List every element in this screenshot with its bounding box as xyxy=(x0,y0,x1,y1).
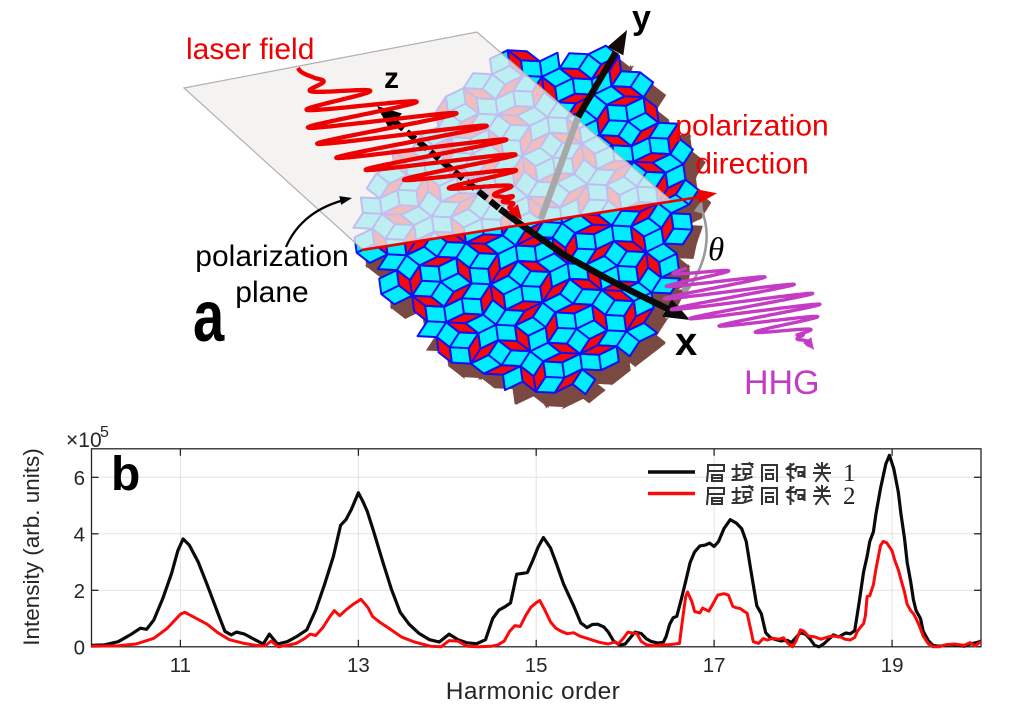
svg-text:13: 13 xyxy=(347,654,370,677)
svg-text:×10: ×10 xyxy=(66,429,102,452)
svg-text:2: 2 xyxy=(74,580,85,603)
svg-text:4: 4 xyxy=(74,523,85,546)
svg-text:5: 5 xyxy=(100,424,109,441)
svg-text:laser field: laser field xyxy=(186,33,314,66)
svg-text:Harmonic order: Harmonic order xyxy=(446,678,620,705)
svg-text:6: 6 xyxy=(74,467,85,490)
svg-text:y: y xyxy=(632,0,651,37)
svg-text:15: 15 xyxy=(525,654,548,677)
svg-text:11: 11 xyxy=(170,654,191,677)
svg-text:a: a xyxy=(193,276,225,356)
svg-text:Intensity (arb. units): Intensity (arb. units) xyxy=(19,448,44,646)
svg-text:19: 19 xyxy=(881,654,904,677)
svg-text:0: 0 xyxy=(74,636,85,659)
svg-text:z: z xyxy=(384,62,399,95)
svg-text:2: 2 xyxy=(843,483,856,510)
svg-text:plane: plane xyxy=(235,276,308,309)
svg-text:1: 1 xyxy=(843,460,856,487)
svg-text:direction: direction xyxy=(695,148,808,181)
svg-text:17: 17 xyxy=(703,654,726,677)
svg-text:polarization: polarization xyxy=(195,240,348,273)
svg-text:polarization: polarization xyxy=(675,110,828,143)
svg-text:θ: θ xyxy=(708,232,724,268)
svg-text:b: b xyxy=(111,448,140,501)
svg-text:x: x xyxy=(675,320,697,364)
svg-text:HHG: HHG xyxy=(744,364,820,402)
